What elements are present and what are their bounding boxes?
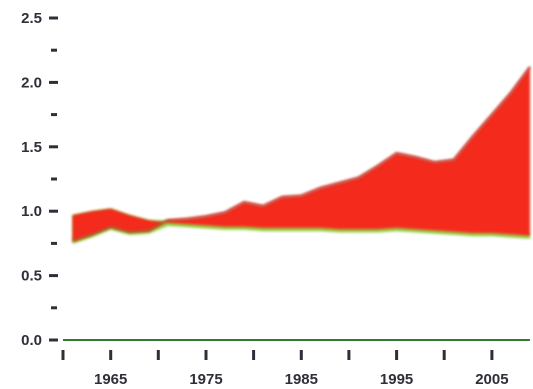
tick-label-layer: 0.0 0.5 1.0 1.5 2.0 2.5 1965 1975 1985 1995 2005 [21, 10, 508, 388]
x-tick-mark-5 [299, 350, 303, 360]
red-area-layer [72, 66, 531, 242]
y-tick-mark-5 [51, 177, 57, 181]
y-tick-mark-9 [51, 48, 57, 52]
red-series-area [72, 66, 530, 241]
y-tick-mark-7 [51, 113, 57, 117]
x-tick-mark-1 [109, 350, 113, 360]
x-tick-mark-3 [204, 350, 208, 360]
x-tick-label-3: 1995 [380, 371, 413, 388]
y-tick-label-0: 0.0 [21, 332, 42, 349]
axis-layer [49, 16, 530, 360]
x-tick-mark-2 [156, 350, 160, 360]
y-tick-mark-3 [51, 241, 57, 245]
y-tick-label-1: 0.5 [21, 268, 42, 285]
y-tick-label-5: 2.5 [21, 10, 42, 27]
y-tick-mark-2 [49, 274, 58, 278]
x-tick-mark-6 [347, 350, 351, 360]
x-tick-mark-7 [395, 350, 399, 360]
y-tick-mark-8 [49, 80, 58, 84]
y-tick-mark-0 [49, 338, 58, 342]
x-tick-mark-0 [61, 350, 65, 360]
x-tick-label-2: 1985 [285, 371, 318, 388]
y-tick-label-2: 1.0 [21, 203, 42, 220]
y-tick-mark-10 [49, 16, 58, 20]
x-tick-label-0: 1965 [94, 371, 127, 388]
x-tick-mark-9 [490, 350, 494, 360]
x-tick-label-4: 2005 [475, 371, 508, 388]
red-series-line [72, 66, 531, 242]
x-tick-label-1: 1975 [189, 371, 222, 388]
y-tick-mark-1 [51, 306, 57, 310]
y-tick-label-3: 1.5 [21, 139, 42, 156]
y-tick-mark-6 [49, 145, 58, 149]
x-tick-mark-4 [252, 350, 256, 360]
y-tick-mark-4 [49, 209, 58, 213]
y-tick-label-4: 2.0 [21, 74, 42, 91]
x-tick-mark-8 [442, 350, 446, 360]
